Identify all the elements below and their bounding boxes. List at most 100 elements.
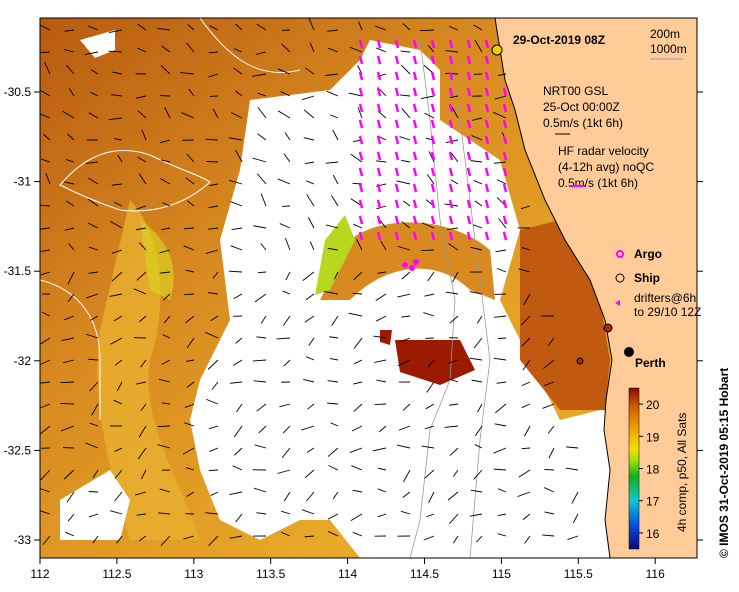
radar-vector bbox=[394, 167, 400, 177]
radar-vector bbox=[430, 103, 436, 113]
current-vector bbox=[469, 513, 483, 517]
current-vector bbox=[398, 425, 411, 431]
current-vector bbox=[88, 177, 99, 185]
current-vector bbox=[284, 237, 291, 251]
current-vector bbox=[494, 95, 507, 100]
radar-vector bbox=[430, 39, 436, 49]
current-vector bbox=[114, 447, 123, 452]
current-vector bbox=[447, 227, 459, 231]
current-vector bbox=[40, 488, 51, 493]
current-vector bbox=[477, 403, 483, 413]
current-vector bbox=[256, 403, 267, 412]
current-vector bbox=[157, 27, 171, 31]
current-vector bbox=[452, 535, 459, 544]
current-vector bbox=[160, 535, 171, 546]
radar-vector bbox=[394, 39, 400, 49]
current-vector bbox=[205, 249, 219, 255]
current-vector bbox=[163, 315, 171, 324]
current-vector bbox=[85, 161, 99, 164]
current-vector bbox=[493, 111, 507, 119]
current-vector bbox=[327, 47, 339, 53]
current-vector bbox=[518, 469, 531, 478]
current-vector bbox=[64, 29, 75, 32]
current-vector bbox=[279, 223, 291, 229]
current-vector bbox=[325, 161, 339, 164]
radar-vector bbox=[376, 119, 382, 129]
current-vector bbox=[40, 24, 51, 31]
current-vector bbox=[471, 117, 483, 121]
current-vector bbox=[521, 447, 531, 450]
current-vector bbox=[283, 359, 291, 367]
radar-vector bbox=[466, 39, 472, 49]
current-vector bbox=[376, 205, 387, 210]
current-vector bbox=[163, 293, 171, 301]
current-vector bbox=[188, 88, 195, 97]
current-vector bbox=[40, 469, 51, 481]
current-vector bbox=[353, 381, 363, 385]
current-vector bbox=[421, 445, 435, 449]
colorbar-tick-label: 17 bbox=[646, 495, 660, 509]
current-vector bbox=[232, 359, 243, 366]
current-vector bbox=[493, 447, 507, 454]
current-vector bbox=[351, 425, 363, 432]
current-vector bbox=[302, 509, 315, 515]
current-vector bbox=[497, 513, 507, 517]
current-vector bbox=[397, 359, 411, 367]
colorbar-tick-label: 18 bbox=[646, 463, 660, 477]
current-vector bbox=[475, 425, 483, 436]
radar-vector bbox=[358, 71, 364, 81]
radar-vector bbox=[466, 167, 472, 177]
current-vector bbox=[60, 403, 75, 405]
radar-vector bbox=[358, 135, 364, 145]
current-vector bbox=[139, 315, 147, 323]
radar-vector bbox=[466, 199, 472, 209]
radar-vector bbox=[484, 183, 490, 193]
current-vector bbox=[400, 510, 411, 515]
current-vector bbox=[233, 425, 243, 438]
current-vector bbox=[326, 90, 339, 97]
current-vector bbox=[327, 531, 339, 537]
current-vector bbox=[254, 444, 267, 449]
radar-vector bbox=[484, 55, 490, 65]
current-vector bbox=[424, 293, 435, 297]
current-vector bbox=[108, 117, 123, 121]
radar-vector bbox=[412, 135, 418, 145]
current-vector bbox=[521, 381, 531, 387]
current-vector bbox=[40, 51, 51, 54]
current-vector bbox=[447, 359, 459, 364]
current-vector bbox=[307, 217, 315, 229]
current-vector bbox=[542, 403, 555, 409]
radar-vector bbox=[412, 39, 418, 49]
radar-vector bbox=[484, 87, 490, 97]
current-vector bbox=[379, 425, 387, 433]
radar-vector bbox=[448, 39, 454, 49]
current-vector bbox=[403, 200, 411, 207]
current-vector bbox=[424, 112, 435, 119]
current-vector bbox=[327, 29, 339, 32]
radar-vector bbox=[430, 87, 436, 97]
current-vector bbox=[283, 153, 291, 163]
radar-vector bbox=[448, 231, 454, 241]
current-vector bbox=[88, 246, 99, 251]
radar-vector bbox=[502, 215, 508, 225]
radar-vector bbox=[394, 71, 400, 81]
current-vector bbox=[449, 95, 459, 98]
current-vector bbox=[428, 151, 435, 163]
radar-vector bbox=[394, 119, 400, 129]
current-vector bbox=[497, 533, 507, 537]
current-vector bbox=[279, 403, 291, 408]
colorbar-tick-label: 16 bbox=[646, 527, 660, 541]
current-vector bbox=[401, 221, 411, 229]
current-vector bbox=[451, 106, 459, 119]
current-vector bbox=[401, 108, 411, 119]
radar-vector bbox=[394, 103, 400, 113]
current-vector bbox=[447, 491, 459, 501]
current-vector bbox=[235, 149, 243, 163]
current-vector bbox=[306, 193, 315, 207]
current-vector bbox=[235, 513, 243, 523]
current-vector bbox=[496, 267, 507, 273]
radar-vector bbox=[448, 183, 454, 193]
x-tick-label: 113 bbox=[184, 567, 203, 581]
current-vector bbox=[476, 315, 483, 324]
current-vector bbox=[114, 359, 123, 366]
